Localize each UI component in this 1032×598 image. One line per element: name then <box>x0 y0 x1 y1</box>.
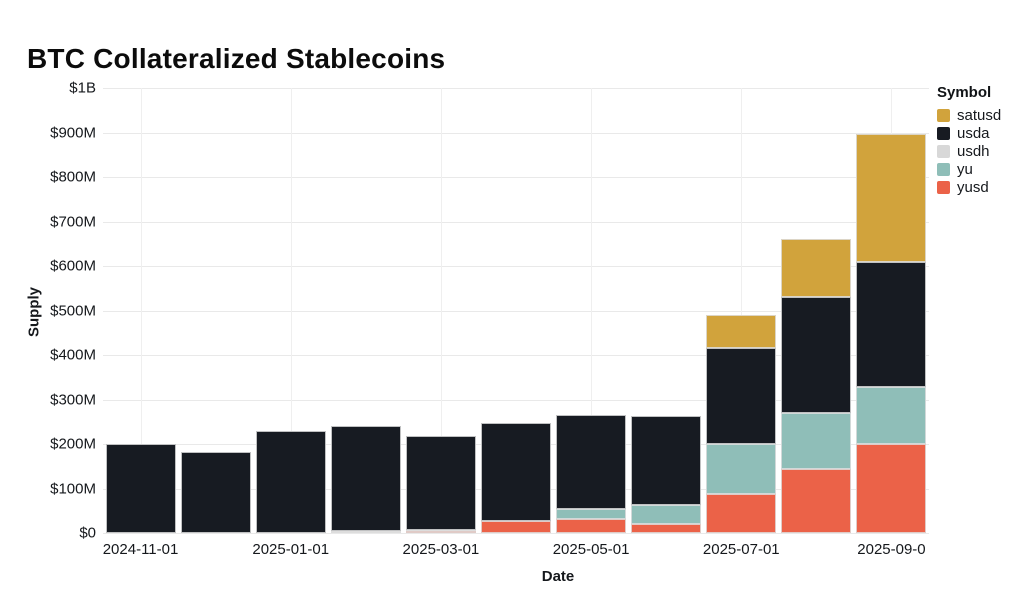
y-tick-label: $0 <box>79 524 96 542</box>
bar-segment-usda-2025-02[interactable] <box>330 426 401 532</box>
v-gridline <box>440 88 442 533</box>
x-tick-label: 2025-03-01 <box>402 541 480 558</box>
chart-title: BTC Collateralized Stablecoins <box>27 42 446 74</box>
bar-segment-yu-2025-07[interactable] <box>706 444 777 494</box>
x-tick-label: 2024-11-01 <box>102 541 179 558</box>
legend-item-label: yusd <box>957 179 989 196</box>
legend-item-usdh[interactable]: usdh <box>937 143 1029 160</box>
legend-item-label: usdh <box>957 143 990 160</box>
bar-segment-usdh-2025-02[interactable] <box>330 531 401 533</box>
bar-segment-yusd-2025-04[interactable] <box>481 521 551 533</box>
legend-swatch-satusd <box>937 109 950 122</box>
h-gridline <box>103 310 929 312</box>
h-gridline <box>103 132 929 134</box>
y-tick-label: $300M <box>50 391 96 408</box>
legend-item-usda[interactable]: usda <box>937 125 1029 142</box>
h-gridline <box>103 355 929 356</box>
bar-segment-usda-2025-06[interactable] <box>631 415 702 505</box>
legend-item-satusd[interactable]: satusd <box>937 107 1029 124</box>
bar-segment-yu-2025-09[interactable] <box>856 387 927 444</box>
h-gridline <box>103 177 929 178</box>
x-axis-title: Date <box>541 568 575 585</box>
y-tick-label: $200M <box>50 435 96 453</box>
legend-swatch-usdh <box>937 145 950 158</box>
bar-segment-satusd-2025-07[interactable] <box>706 314 777 348</box>
y-tick-label: $100M <box>50 480 96 497</box>
legend: Symbol satusd usda usdh yu yusd <box>937 84 1029 199</box>
x-tick-label: 2025-09-0 <box>857 541 926 558</box>
x-tick-label: 2025-01-01 <box>252 541 330 558</box>
bar-segment-usda-2025-03[interactable] <box>405 436 476 530</box>
bar-segment-usda-2025-04[interactable] <box>481 422 551 521</box>
plot-area <box>103 88 929 534</box>
x-tick-label: 2025-07-01 <box>702 541 780 558</box>
legend-swatch-yu <box>937 163 950 176</box>
bar-segment-satusd-2025-09[interactable] <box>856 134 927 263</box>
legend-swatch-yusd <box>937 181 950 194</box>
y-tick-label: $400M <box>50 346 96 364</box>
v-gridline <box>591 88 593 533</box>
bar-segment-yusd-2025-03[interactable] <box>405 530 476 533</box>
bar-segment-yu-2025-05[interactable] <box>556 509 627 520</box>
bar-segment-usda-2024-11[interactable] <box>105 444 176 533</box>
bar-segment-usda-2025-05[interactable] <box>556 415 627 510</box>
legend-title: Symbol <box>937 84 992 101</box>
h-gridline <box>103 399 929 401</box>
bar-segment-usda-2025-08[interactable] <box>781 296 852 413</box>
legend-item-yusd[interactable]: yusd <box>937 179 1029 196</box>
v-gridline <box>741 88 743 533</box>
bar-segment-yusd-2025-09[interactable] <box>856 444 927 533</box>
legend-item-label: satusd <box>957 107 1002 124</box>
y-tick-label: $600M <box>50 257 96 275</box>
bar-segment-satusd-2025-08[interactable] <box>781 238 852 297</box>
bar-segment-yusd-2025-07[interactable] <box>706 493 777 533</box>
legend-item-yu[interactable]: yu <box>937 161 1029 178</box>
y-tick-label: $700M <box>50 213 96 230</box>
bar-segment-yu-2025-06[interactable] <box>631 504 702 525</box>
x-tick-label: 2025-05-01 <box>552 541 630 558</box>
legend-items: satusd usda usdh yu yusd <box>937 107 1029 196</box>
h-gridline <box>103 533 929 534</box>
bar-segment-usda-2024-12[interactable] <box>180 452 251 533</box>
bar-segment-yusd-2025-06[interactable] <box>631 524 702 533</box>
bar-segment-usda-2025-09[interactable] <box>856 262 927 388</box>
bar-segment-yusd-2025-05[interactable] <box>556 519 627 533</box>
bar-segment-usda-2025-07[interactable] <box>706 347 777 444</box>
legend-swatch-usda <box>937 127 950 140</box>
h-gridline <box>103 266 929 267</box>
bar-segment-yusd-2025-08[interactable] <box>781 468 852 533</box>
y-tick-label: $900M <box>50 124 96 141</box>
v-gridline <box>140 88 142 533</box>
legend-item-label: yu <box>957 161 973 178</box>
h-gridline <box>103 88 929 89</box>
bar-segment-usda-2025-01[interactable] <box>255 431 326 533</box>
y-tick-label: $500M <box>50 302 96 319</box>
y-tick-label: $1B <box>69 79 96 97</box>
h-gridline <box>103 221 929 223</box>
v-gridline <box>290 88 292 533</box>
legend-item-label: usda <box>957 125 990 142</box>
bar-segment-yu-2025-08[interactable] <box>781 412 852 469</box>
y-tick-label: $800M <box>50 168 96 186</box>
